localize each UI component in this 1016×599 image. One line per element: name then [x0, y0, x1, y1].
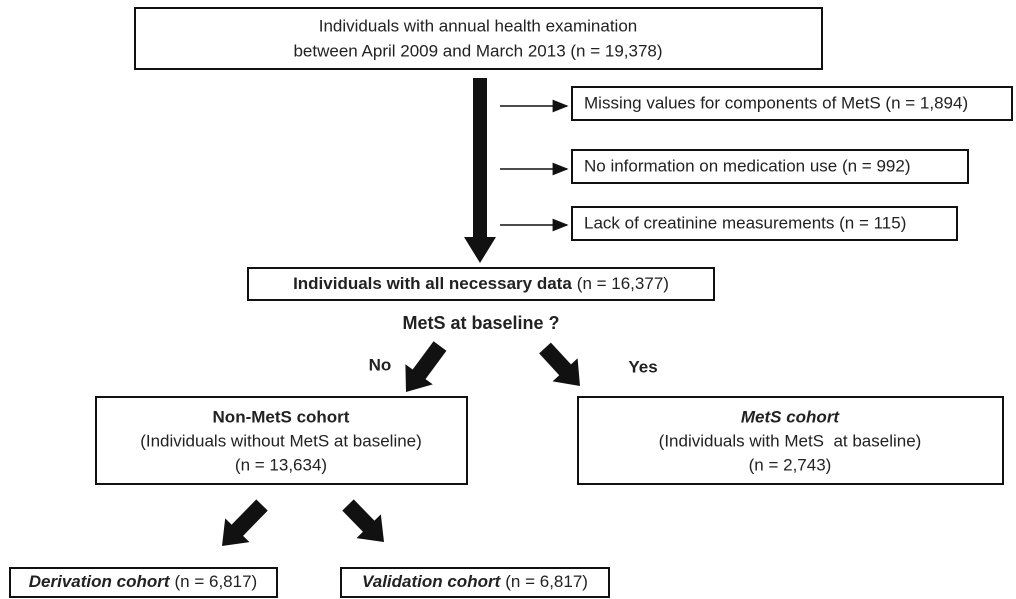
non-mets-line: (n = 13,634): [235, 455, 327, 474]
yes-label: Yes: [628, 357, 657, 376]
all-data-label: Individuals with all necessary data: [293, 274, 572, 293]
mets-line: (n = 2,743): [749, 455, 832, 474]
all-data-count: (n = 16,377): [577, 274, 669, 293]
all-data-text: Individuals with all necessary data (n = …: [293, 274, 669, 293]
thick-arrow: [342, 499, 384, 542]
derivation-box: [9, 567, 278, 598]
thick-arrow: [222, 499, 268, 546]
thick-arrow: [539, 342, 580, 386]
arrows: [222, 78, 580, 546]
all-data-box: [247, 267, 715, 301]
validation-box: [340, 567, 610, 598]
derivation-text: Derivation cohort (n = 6,817): [29, 572, 257, 591]
top-box: [134, 7, 823, 70]
derivation-label: Derivation cohort: [29, 572, 171, 591]
no-label: No: [369, 355, 392, 374]
question: MetS at baseline ?: [402, 313, 559, 333]
non-mets-box: [95, 396, 468, 485]
exclusion-text: No information on medication use (n = 99…: [584, 156, 911, 175]
non-mets-title: Non-MetS cohort: [213, 407, 350, 426]
non-mets-line: (Individuals without MetS at baseline): [140, 431, 422, 450]
exclusion-text: Lack of creatinine measurements (n = 115…: [584, 213, 906, 232]
validation-text: Validation cohort (n = 6,817): [362, 572, 588, 591]
validation-label: Validation cohort: [362, 572, 502, 591]
thick-arrow: [405, 341, 447, 392]
exclusion-box: [571, 206, 958, 241]
validation-count: (n = 6,817): [505, 572, 588, 591]
mets-line: (Individuals with MetS at baseline): [659, 431, 922, 450]
mets-box: [577, 396, 1004, 485]
mets-title: MetS cohort: [741, 407, 841, 426]
top-line: Individuals with annual health examinati…: [319, 16, 637, 35]
exclusion-box: [571, 86, 1013, 121]
exclusion-text: Missing values for components of MetS (n…: [584, 93, 968, 112]
exclusion-box: [571, 149, 969, 184]
derivation-count: (n = 6,817): [175, 572, 258, 591]
thick-arrow: [464, 78, 496, 263]
top-line: between April 2009 and March 2013 (n = 1…: [293, 41, 662, 60]
